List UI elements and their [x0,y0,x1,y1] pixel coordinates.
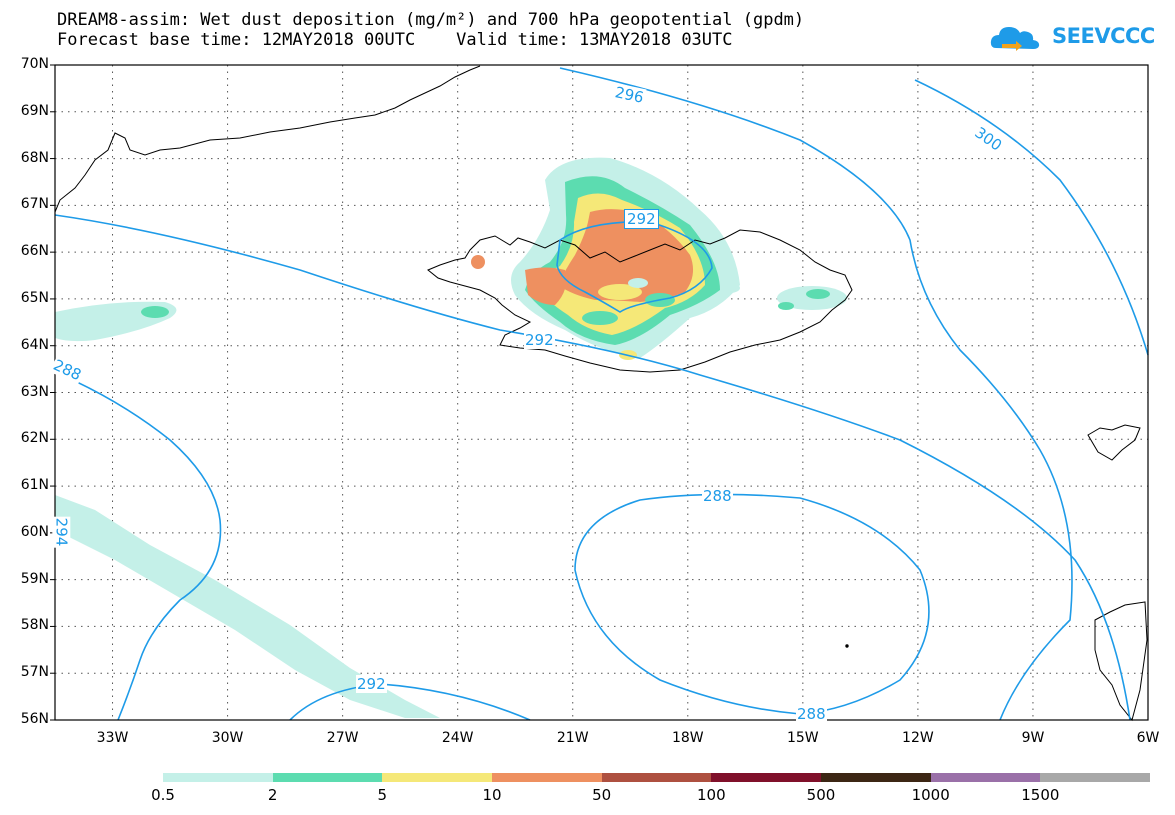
dust-deposition-fills [55,157,847,718]
map-frame [54,64,1149,721]
legend-label: 1500 [1021,786,1060,804]
lat-label: 56N [20,711,49,727]
legend-swatch [272,773,383,782]
lat-label: 62N [20,430,49,447]
legend-swatch [163,773,273,782]
legend-label: 500 [806,786,836,804]
lon-label: 12W [902,730,934,746]
lat-label: 60N [20,523,49,540]
lon-label: 9W [1021,730,1045,746]
contour-label: 288 [796,705,827,723]
lat-label: 63N [20,383,49,400]
legend-swatch [821,773,931,782]
legend-swatch [601,773,712,782]
lat-label: 70N [20,56,49,72]
lat-label: 69N [20,102,49,119]
lat-label: 59N [20,570,49,587]
lat-label: 57N [20,664,49,681]
chart-subtitle: Forecast base time: 12MAY2018 00UTC Vali… [57,30,733,50]
legend-swatch [1040,773,1150,782]
lon-label: 24W [441,730,474,746]
lat-label: 66N [20,243,49,260]
legend-label: 2 [267,786,278,804]
lon-label: 21W [556,730,589,746]
legend-swatch [382,773,492,782]
contour-label: 294 [52,516,71,548]
cloud-logo-icon [990,27,1040,51]
legend-label: 50 [592,786,612,804]
contour-label: 292 [524,331,555,349]
legend-label: 10 [482,786,502,804]
lon-label: 15W [786,730,819,746]
legend-label: 5 [377,786,388,804]
lat-label: 61N [20,477,49,494]
lon-label: 6W [1136,730,1160,746]
contour-label: 292 [624,209,659,229]
lat-label: 64N [20,336,49,353]
lon-label: 18W [671,730,704,746]
contour-label: 292 [356,675,387,693]
lon-label: 27W [326,730,359,746]
geopotential-contours [54,67,1149,721]
legend-label: 1000 [911,786,950,804]
contour-label: 288 [702,487,733,505]
lat-label: 58N [20,617,49,634]
chart-title: DREAM8-assim: Wet dust deposition (mg/m²… [57,10,805,30]
lat-label: 65N [20,289,49,306]
lat-label: 67N [20,196,49,213]
logo-text: SEEVCCC [1052,24,1155,48]
legend-swatch [492,773,602,782]
legend-label: 0.5 [151,786,175,804]
lon-label: 30W [211,730,244,746]
legend-swatch [930,773,1041,782]
lat-label: 68N [20,149,49,166]
lon-label: 33W [96,730,129,746]
legend-swatch [711,773,821,782]
legend-label: 100 [697,786,726,804]
